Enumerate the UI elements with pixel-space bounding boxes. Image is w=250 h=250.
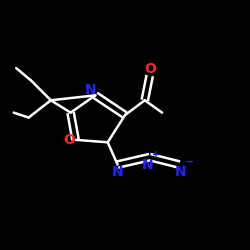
Text: −: − — [184, 157, 194, 167]
Text: N: N — [112, 165, 124, 179]
Text: N: N — [175, 165, 186, 179]
Text: O: O — [64, 133, 75, 147]
Text: N: N — [84, 84, 96, 98]
Text: N: N — [142, 158, 153, 172]
Text: +: + — [152, 150, 160, 160]
Text: O: O — [144, 62, 156, 76]
